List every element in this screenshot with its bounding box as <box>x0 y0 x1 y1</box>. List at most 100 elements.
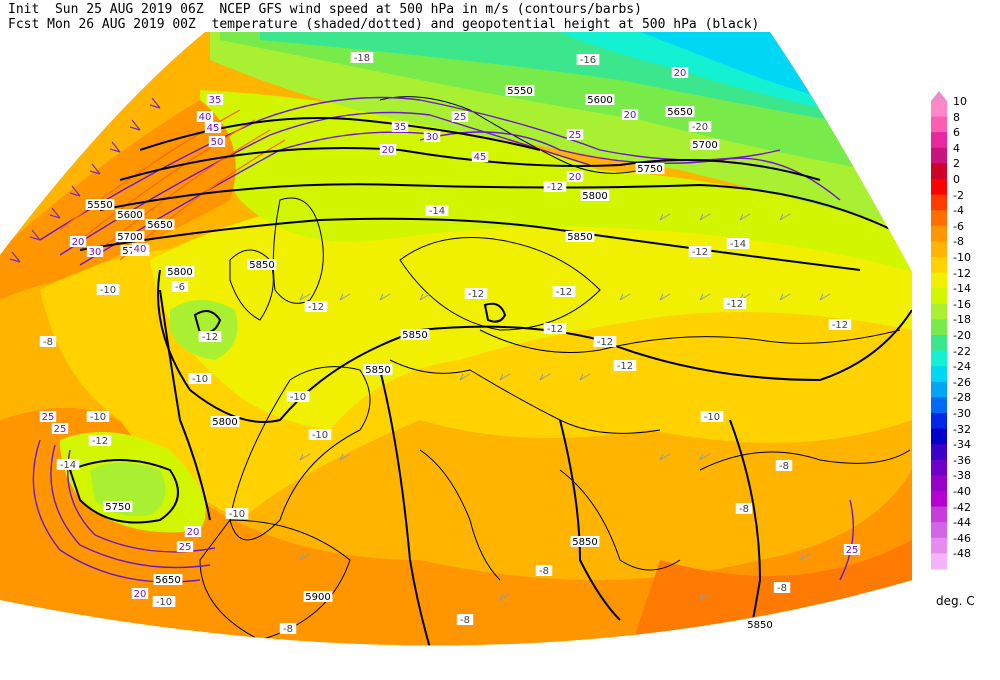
svg-text:-18: -18 <box>354 53 370 64</box>
svg-text:5900: 5900 <box>305 592 330 603</box>
wind-contour <box>839 499 854 581</box>
temp-label: -8 <box>535 565 553 577</box>
svg-text:-10: -10 <box>156 597 172 608</box>
height-label: 5650 <box>153 574 183 586</box>
colorbar-label: -38 <box>953 469 971 483</box>
temp-label: -14 <box>726 238 750 250</box>
svg-text:20: 20 <box>187 527 200 538</box>
svg-text:5850: 5850 <box>402 330 427 341</box>
temp-label: -10 <box>700 411 724 423</box>
svg-text:25: 25 <box>179 542 192 553</box>
svg-text:-16: -16 <box>580 55 596 66</box>
svg-text:5800: 5800 <box>212 417 237 428</box>
wind-speed-label: 35 <box>391 121 409 133</box>
svg-text:5600: 5600 <box>587 95 612 106</box>
svg-text:-20: -20 <box>692 122 708 133</box>
height-contour-5850d <box>729 419 762 646</box>
colorbar-swatch <box>931 350 947 367</box>
svg-text:-8: -8 <box>539 566 549 577</box>
forecast-line: Fcst Mon 26 AUG 2019 00Z temperature (sh… <box>8 17 760 32</box>
svg-text:40: 40 <box>134 244 147 255</box>
colorbar-swatch <box>931 397 947 414</box>
colorbar-label: -26 <box>953 375 971 389</box>
temp-label: -12 <box>543 181 567 193</box>
colorbar-swatch <box>931 522 947 539</box>
height-label: 5650 <box>665 106 695 118</box>
temp-label: -12 <box>198 331 222 343</box>
svg-text:-6: -6 <box>175 282 185 293</box>
wind-speed-label: 20 <box>621 109 639 121</box>
height-label: 5650 <box>145 219 175 231</box>
colorbar-label: -30 <box>953 407 971 420</box>
colorbar-label: -18 <box>953 313 971 327</box>
temp-label: -12 <box>593 336 617 348</box>
colorbar-label: -2 <box>953 188 964 202</box>
height-contour-5750 <box>99 183 912 241</box>
colorbar-swatch <box>931 179 947 196</box>
colorbar-label: -46 <box>953 531 971 545</box>
svg-text:20: 20 <box>569 172 582 183</box>
temp-label: -10 <box>188 373 212 385</box>
temp-label: -14 <box>425 205 449 217</box>
svg-text:-12: -12 <box>727 299 743 310</box>
svg-text:45: 45 <box>474 152 487 163</box>
height-label: 5850 <box>247 259 277 271</box>
temp-label: -8 <box>773 582 791 594</box>
height-contours <box>68 117 912 646</box>
height-label: 5600 <box>115 209 145 221</box>
edge-barbs <box>9 97 161 263</box>
svg-text:25: 25 <box>569 130 582 141</box>
height-label: 5850 <box>400 329 430 341</box>
temp-label: -10 <box>86 411 110 423</box>
svg-text:-8: -8 <box>779 461 789 472</box>
svg-text:-10: -10 <box>312 430 328 441</box>
colorbar-swatch <box>931 163 947 180</box>
height-label: 5850 <box>745 619 775 631</box>
colorbar-swatch <box>931 225 947 242</box>
colorbar-units: deg. C <box>936 594 975 608</box>
temp-label: -12 <box>304 301 328 313</box>
colorbar-swatch <box>931 381 947 398</box>
colorbar-label: 10 <box>953 95 967 108</box>
svg-text:20: 20 <box>382 145 395 156</box>
svg-text:20: 20 <box>674 68 687 79</box>
svg-text:50: 50 <box>211 137 224 148</box>
height-low-baltic <box>483 302 507 323</box>
wind-speed-label: 40 <box>196 111 214 123</box>
height-low-5750 <box>68 459 179 524</box>
colorbar-swatch <box>931 288 947 305</box>
svg-text:5750: 5750 <box>637 164 662 175</box>
init-line: Init Sun 25 AUG 2019 06Z NCEP GFS wind s… <box>8 2 642 17</box>
wind-speed-label: 20 <box>566 171 584 183</box>
svg-text:5850: 5850 <box>747 620 772 631</box>
colorbar-label: -24 <box>953 360 971 374</box>
svg-text:5850: 5850 <box>572 537 597 548</box>
coast-turkey <box>699 449 911 471</box>
colorbar-swatch <box>931 537 947 554</box>
height-contour-5800b <box>159 289 211 521</box>
coast-scandinavia <box>379 96 641 174</box>
colorbar-label: -40 <box>953 485 971 498</box>
wind-speed-label: 35 <box>206 94 224 106</box>
svg-text:-14: -14 <box>730 239 746 250</box>
wind-speed-label: 30 <box>423 131 441 143</box>
colorbar-swatch <box>931 444 947 461</box>
svg-text:5750: 5750 <box>105 502 130 513</box>
svg-text:-10: -10 <box>90 412 106 423</box>
colorbar-swatch <box>931 257 947 274</box>
wind-contour <box>419 131 841 201</box>
wind-contour <box>39 96 781 241</box>
svg-text:-12: -12 <box>547 182 563 193</box>
svg-text:-12: -12 <box>556 287 572 298</box>
colorbar-label: 8 <box>953 110 960 124</box>
svg-text:25: 25 <box>454 112 467 123</box>
temp-field-12 <box>150 185 912 430</box>
wind-speed-label: 20 <box>379 144 397 156</box>
wind-speed-label: 25 <box>843 544 861 556</box>
wind-speed-label: 20 <box>131 588 149 600</box>
temp-label: -10 <box>152 596 176 608</box>
colorbar-label: -48 <box>953 547 971 561</box>
height-contour-5850 <box>157 269 912 423</box>
height-label: 5800 <box>165 266 195 278</box>
svg-text:-8: -8 <box>43 337 53 348</box>
